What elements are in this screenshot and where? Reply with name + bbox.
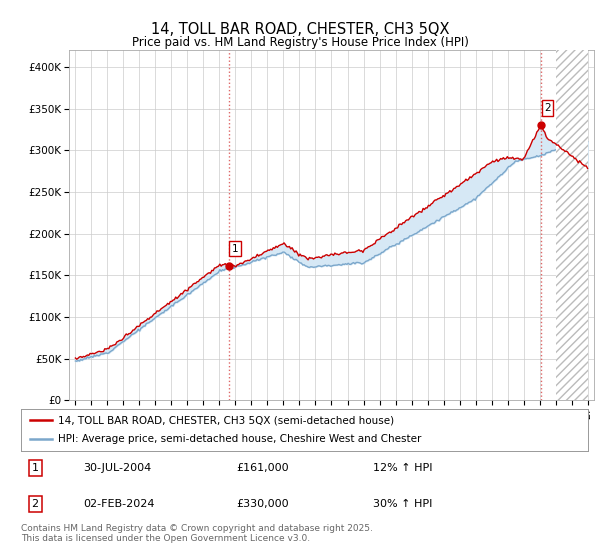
Text: £161,000: £161,000 <box>236 463 289 473</box>
Text: HPI: Average price, semi-detached house, Cheshire West and Chester: HPI: Average price, semi-detached house,… <box>58 435 421 445</box>
Text: 14, TOLL BAR ROAD, CHESTER, CH3 5QX: 14, TOLL BAR ROAD, CHESTER, CH3 5QX <box>151 22 449 38</box>
Bar <box>556 50 587 400</box>
Text: 14, TOLL BAR ROAD, CHESTER, CH3 5QX (semi-detached house): 14, TOLL BAR ROAD, CHESTER, CH3 5QX (sem… <box>58 415 394 425</box>
Text: 2: 2 <box>32 499 39 509</box>
Text: Price paid vs. HM Land Registry's House Price Index (HPI): Price paid vs. HM Land Registry's House … <box>131 36 469 49</box>
Text: 2: 2 <box>544 103 551 113</box>
Text: 1: 1 <box>32 463 38 473</box>
Text: 30% ↑ HPI: 30% ↑ HPI <box>373 499 432 509</box>
Text: 12% ↑ HPI: 12% ↑ HPI <box>373 463 432 473</box>
Text: 30-JUL-2004: 30-JUL-2004 <box>83 463 152 473</box>
Text: £330,000: £330,000 <box>236 499 289 509</box>
Text: Contains HM Land Registry data © Crown copyright and database right 2025.
This d: Contains HM Land Registry data © Crown c… <box>21 524 373 543</box>
Text: 1: 1 <box>232 244 239 254</box>
Text: 02-FEB-2024: 02-FEB-2024 <box>83 499 155 509</box>
